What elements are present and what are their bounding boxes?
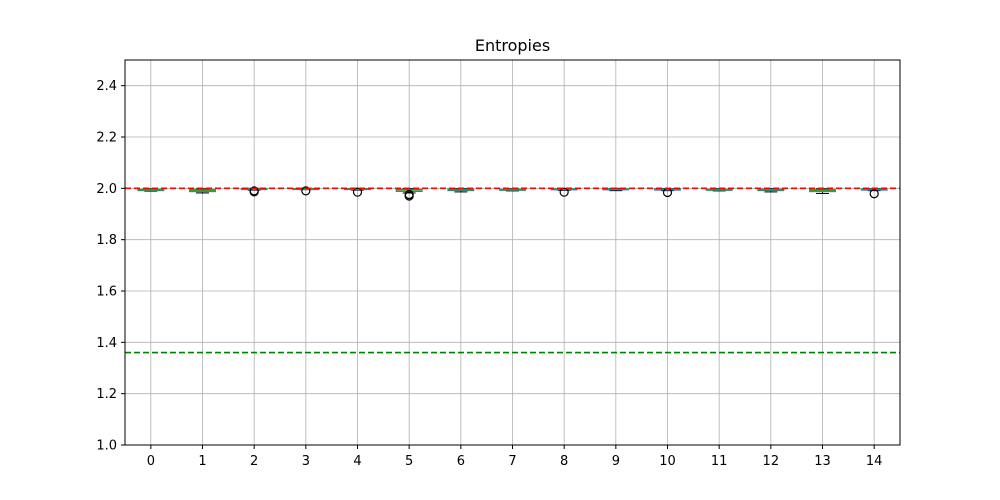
x-tick-label: 2	[250, 454, 258, 469]
axis-layer: 1.01.21.41.61.82.02.22.40 1 2 3 4 5 6 7 8 9 10 11 12…	[96, 79, 882, 469]
y-tick-label: 2.2	[96, 131, 117, 146]
y-tick-label: 1.4	[96, 336, 117, 351]
y-tick-label: 1.6	[96, 285, 117, 300]
x-tick-label: 14	[866, 454, 883, 469]
x-tick-label: 8	[560, 454, 568, 469]
x-tick-label: 9	[612, 454, 620, 469]
box-12	[757, 188, 785, 193]
y-tick-label: 1.0	[96, 439, 117, 454]
outlier-point	[352, 187, 363, 197]
x-tick-label: 4	[353, 454, 361, 469]
outlier-point	[301, 186, 311, 196]
y-tick-label: 2.0	[96, 182, 117, 197]
x-tick-label: 0	[147, 454, 155, 469]
box-8	[550, 187, 578, 197]
x-tick-label: 13	[814, 454, 831, 469]
chart-title: Entropies	[475, 36, 550, 55]
outlier-point	[559, 187, 569, 197]
outlier-point	[869, 189, 879, 199]
box-1	[189, 188, 216, 194]
y-tick-label: 1.8	[96, 233, 117, 248]
box-layer	[125, 186, 900, 354]
x-tick-label: 5	[405, 454, 413, 469]
x-tick-label: 1	[198, 454, 206, 469]
x-tick-label: 7	[508, 454, 516, 469]
x-tick-label: 6	[457, 454, 465, 469]
box-7	[499, 188, 526, 192]
x-tick-label: 3	[302, 454, 310, 469]
box-13	[809, 188, 836, 194]
y-tick-label: 2.4	[96, 79, 117, 94]
x-tick-label: 12	[763, 454, 780, 469]
box-0	[137, 188, 165, 192]
outlier-point	[404, 191, 414, 201]
y-tick-label: 1.2	[96, 387, 117, 402]
x-tick-label: 10	[659, 454, 676, 469]
outlier-point	[249, 186, 259, 196]
box-11	[705, 188, 733, 192]
x-tick-label: 11	[711, 454, 728, 469]
grid-layer	[125, 60, 900, 446]
